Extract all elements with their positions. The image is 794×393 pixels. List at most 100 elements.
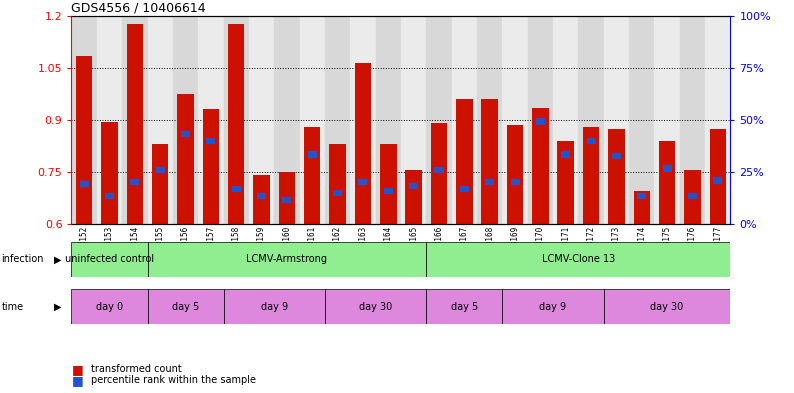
Bar	[126, 24, 143, 224]
Bar	[224, 16, 249, 224]
Text: day 9: day 9	[539, 301, 567, 312]
Text: ▶: ▶	[54, 301, 61, 312]
Bar	[507, 125, 523, 224]
Bar	[680, 16, 705, 224]
Bar	[333, 190, 342, 196]
Bar	[79, 181, 89, 187]
Bar	[156, 167, 164, 173]
Bar	[587, 138, 596, 144]
Bar	[654, 16, 680, 224]
Bar	[557, 141, 574, 224]
Bar	[434, 167, 444, 173]
Bar	[376, 16, 401, 224]
Bar	[409, 183, 418, 189]
Text: infection: infection	[2, 254, 44, 264]
Text: day 5: day 5	[451, 301, 478, 312]
Text: day 30: day 30	[359, 301, 392, 312]
Bar	[431, 123, 447, 224]
Text: uninfected control: uninfected control	[65, 254, 154, 264]
Bar	[228, 24, 245, 224]
Bar	[684, 170, 700, 224]
Text: day 5: day 5	[172, 301, 199, 312]
Bar	[401, 16, 426, 224]
Bar	[355, 62, 371, 224]
Bar	[283, 196, 291, 203]
Bar	[350, 16, 376, 224]
Bar	[659, 141, 676, 224]
Bar	[710, 129, 726, 224]
Bar	[460, 186, 469, 193]
Bar	[257, 193, 266, 199]
Bar	[325, 16, 350, 224]
Bar	[304, 127, 321, 224]
Text: ▶: ▶	[54, 254, 61, 264]
Bar	[662, 165, 672, 172]
Bar	[330, 144, 346, 224]
Text: LCMV-Clone 13: LCMV-Clone 13	[542, 254, 615, 264]
Bar	[71, 289, 148, 324]
Bar	[634, 191, 650, 224]
Bar	[583, 127, 599, 224]
Bar	[503, 289, 603, 324]
Text: day 30: day 30	[650, 301, 684, 312]
Text: day 9: day 9	[260, 301, 287, 312]
Bar	[608, 129, 625, 224]
Bar	[232, 186, 241, 193]
Bar	[177, 94, 194, 224]
Bar	[536, 118, 545, 125]
Bar	[629, 16, 654, 224]
Bar	[603, 289, 730, 324]
Text: percentile rank within the sample: percentile rank within the sample	[91, 375, 256, 386]
Bar	[198, 16, 224, 224]
Bar	[578, 16, 603, 224]
Bar	[358, 179, 368, 185]
Bar	[477, 16, 503, 224]
Bar	[206, 138, 215, 144]
Bar	[274, 16, 299, 224]
Bar	[71, 242, 148, 277]
Text: GDS4556 / 10406614: GDS4556 / 10406614	[71, 2, 206, 15]
Bar	[148, 242, 426, 277]
Text: ■: ■	[71, 363, 83, 376]
Bar	[612, 153, 621, 160]
Bar	[249, 16, 274, 224]
Text: LCMV-Armstrong: LCMV-Armstrong	[246, 254, 327, 264]
Bar	[426, 242, 730, 277]
Bar	[705, 16, 730, 224]
Bar	[152, 144, 168, 224]
Bar	[638, 193, 646, 199]
Bar	[688, 193, 697, 199]
Bar	[122, 16, 148, 224]
Bar	[202, 109, 219, 224]
Bar	[485, 179, 494, 185]
Bar	[97, 16, 122, 224]
Text: ■: ■	[71, 374, 83, 387]
Bar	[71, 16, 97, 224]
Bar	[76, 56, 92, 224]
Text: day 0: day 0	[96, 301, 123, 312]
Bar	[511, 179, 519, 185]
Bar	[406, 170, 422, 224]
Bar	[561, 151, 570, 158]
Bar	[279, 172, 295, 224]
Bar	[481, 99, 498, 224]
Bar	[503, 16, 528, 224]
Bar	[308, 151, 317, 158]
Bar	[532, 108, 549, 224]
Bar	[224, 289, 325, 324]
Text: transformed count: transformed count	[91, 364, 182, 375]
Bar	[713, 178, 723, 184]
Bar	[148, 289, 224, 324]
Text: time: time	[2, 301, 24, 312]
Bar	[603, 16, 629, 224]
Bar	[380, 144, 396, 224]
Bar	[325, 289, 426, 324]
Bar	[173, 16, 198, 224]
Bar	[102, 121, 118, 224]
Bar	[384, 188, 393, 194]
Bar	[130, 179, 140, 185]
Bar	[105, 193, 114, 199]
Bar	[553, 16, 578, 224]
Bar	[456, 99, 472, 224]
Bar	[253, 175, 270, 224]
